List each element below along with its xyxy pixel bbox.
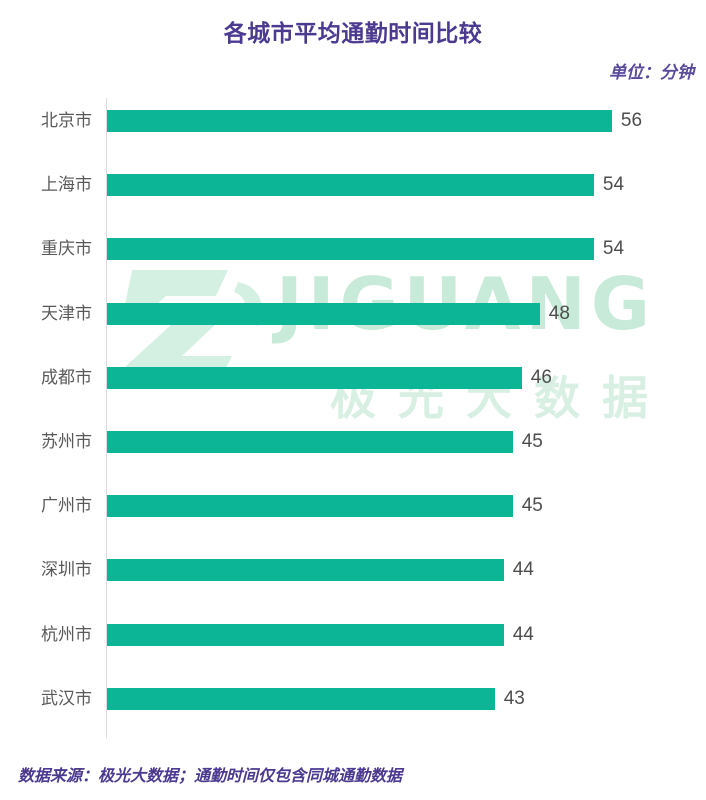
bar[interactable] (107, 495, 513, 518)
bar-row: 上海市 54 (0, 162, 706, 226)
category-label: 武汉市 (41, 688, 92, 708)
bar[interactable] (107, 623, 504, 646)
bar[interactable] (107, 431, 513, 453)
bar[interactable] (107, 302, 540, 325)
bar-value-label: 54 (602, 238, 625, 260)
bar-row: 天津市 48 (0, 291, 706, 355)
bar-row: 武汉市 43 (0, 676, 706, 740)
category-label: 重庆市 (41, 239, 92, 259)
bar[interactable] (107, 174, 594, 197)
category-label: 北京市 (41, 111, 92, 130)
category-label: 苏州市 (41, 432, 92, 451)
category-label: 天津市 (41, 303, 92, 323)
bar-row: 广州市 45 (0, 483, 706, 547)
bar-value-label: 43 (503, 687, 525, 709)
bar-value-label: 45 (521, 431, 543, 452)
bar-row: 北京市 56 (0, 98, 706, 162)
bar-row: 深圳市 44 (0, 547, 706, 611)
bar-row: 成都市 46 (0, 355, 706, 419)
bar-row: 苏州市 45 (0, 419, 706, 483)
plot-area: 北京市 56 上海市 54 重庆市 54 天津市 48 成都市 46 苏州市 45 广州市 45 深圳市 44… (0, 96, 706, 741)
category-axis-line (106, 98, 108, 738)
bar-value-label: 56 (620, 110, 643, 131)
category-label: 上海市 (41, 175, 92, 195)
page-title: 各城市平均通勤时间比较 (223, 20, 483, 46)
category-label: 深圳市 (41, 560, 92, 580)
bar[interactable] (107, 366, 522, 389)
bar-value-label: 46 (530, 366, 552, 388)
bar-row: 重庆市 54 (0, 226, 706, 290)
category-label: 成都市 (41, 367, 92, 387)
bar[interactable] (107, 238, 594, 261)
bar[interactable] (107, 687, 495, 710)
category-label: 广州市 (41, 496, 92, 516)
unit-caption: 单位：分钟 (609, 63, 694, 82)
bar-value-label: 48 (548, 302, 570, 324)
category-label: 杭州市 (41, 624, 92, 644)
bar-row: 杭州市 44 (0, 612, 706, 676)
bar[interactable] (107, 110, 612, 132)
bar-value-label: 45 (521, 495, 543, 517)
source-note: 数据来源：极光大数据；通勤时间仅包含同城通勤数据 (18, 768, 403, 785)
bar-value-label: 44 (512, 623, 534, 645)
bar-value-label: 44 (512, 559, 534, 581)
bar[interactable] (107, 559, 504, 582)
bar-value-label: 54 (602, 174, 625, 196)
